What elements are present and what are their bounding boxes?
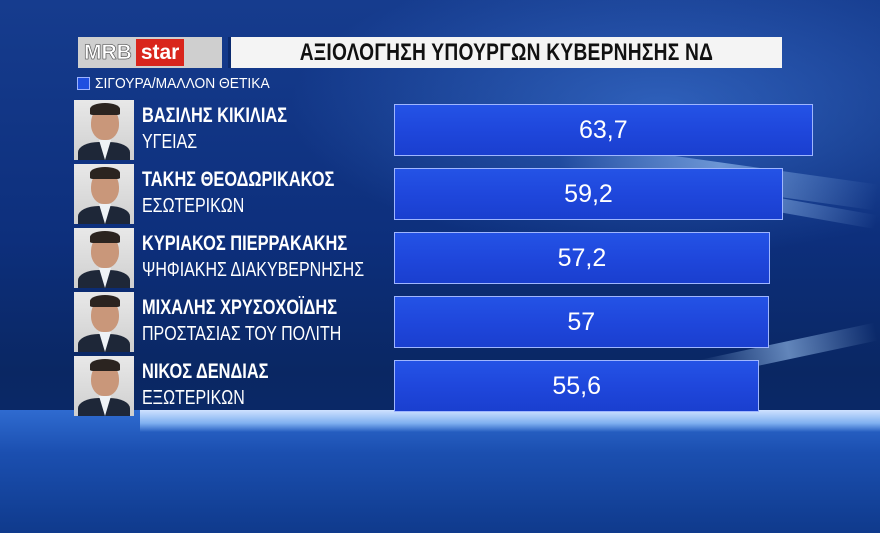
background-floor-highlight (140, 410, 880, 432)
bar: 55,6 (394, 360, 760, 412)
minister-photo (74, 228, 134, 288)
legend-swatch (77, 76, 90, 90)
bar: 57,2 (394, 232, 770, 284)
bar: 63,7 (394, 104, 813, 156)
category-label-role: ΨΗΦΙΑΚΗΣ ΔΙΑΚΥΒΕΡΝΗΣΗΣ (142, 259, 365, 281)
minister-photo (74, 292, 134, 352)
data-label: 59,2 (564, 179, 613, 208)
data-label: 57,2 (557, 243, 607, 272)
data-label: 63,7 (578, 115, 628, 144)
category-label-role: ΕΞΩΤΕΡΙΚΩΝ (142, 387, 245, 409)
minister-photo (74, 356, 134, 416)
category-label-name: ΚΥΡΙΑΚΟΣ ΠΙΕΡΡΑΚΑΚΗΣ (142, 232, 348, 255)
photo-hair (90, 231, 120, 243)
category-label-name: ΒΑΣΙΛΗΣ ΚΙΚΙΛΙΑΣ (142, 104, 288, 127)
photo-hair (90, 103, 120, 115)
category-label-name: ΤΑΚΗΣ ΘΕΟΔΩΡΙΚΑΚΟΣ (142, 168, 335, 191)
channel-logo: MRB star (78, 37, 222, 68)
logo-star-text: star (135, 39, 185, 66)
bar: 59,2 (394, 168, 784, 220)
chart-title-box: ΑΞΙΟΛΟΓΗΣΗ ΥΠΟΥΡΓΩΝ ΚΥΒΕΡΝΗΣΗΣ ΝΔ (228, 37, 782, 68)
data-label: 57 (567, 307, 596, 336)
chart-legend: ΣΙΓΟΥΡΑ/ΜΑΛΛΟΝ ΘΕΤΙΚΑ (77, 74, 285, 92)
photo-hair (90, 359, 120, 371)
category-label-role: ΕΣΩΤΕΡΙΚΩΝ (142, 195, 245, 217)
data-label: 55,6 (552, 371, 602, 400)
category-label-name: ΝΙΚΟΣ ΔΕΝΔΙΑΣ (142, 360, 269, 383)
category-label-role: ΠΡΟΣΤΑΣΙΑΣ ΤΟΥ ΠΟΛΙΤΗ (142, 323, 342, 345)
photo-hair (90, 295, 120, 307)
category-label-name: ΜΙΧΑΛΗΣ ΧΡΥΣΟΧΟΪΔΗΣ (142, 296, 338, 319)
logo-mrb-text: MRB (84, 40, 132, 64)
chart-title: ΑΞΙΟΛΟΓΗΣΗ ΥΠΟΥΡΓΩΝ ΚΥΒΕΡΝΗΣΗΣ ΝΔ (299, 38, 714, 66)
minister-photo (74, 164, 134, 224)
bar: 57 (394, 296, 769, 348)
legend-label: ΣΙΓΟΥΡΑ/ΜΑΛΛΟΝ ΘΕΤΙΚΑ (95, 74, 270, 92)
category-label-role: ΥΓΕΙΑΣ (142, 131, 198, 153)
minister-photo (74, 100, 134, 160)
photo-hair (90, 167, 120, 179)
